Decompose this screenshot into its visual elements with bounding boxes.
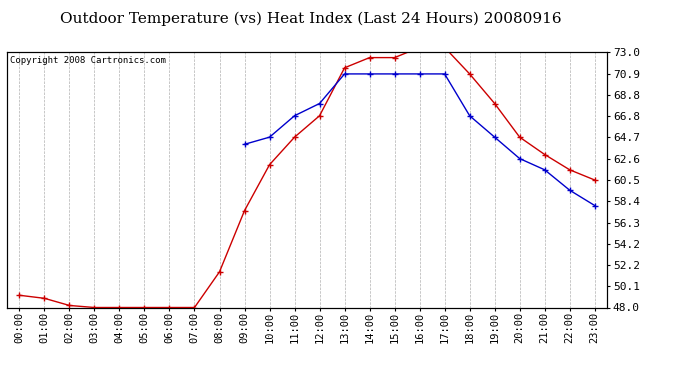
Text: Copyright 2008 Cartronics.com: Copyright 2008 Cartronics.com <box>10 56 166 65</box>
Text: Outdoor Temperature (vs) Heat Index (Last 24 Hours) 20080916: Outdoor Temperature (vs) Heat Index (Las… <box>60 11 561 26</box>
